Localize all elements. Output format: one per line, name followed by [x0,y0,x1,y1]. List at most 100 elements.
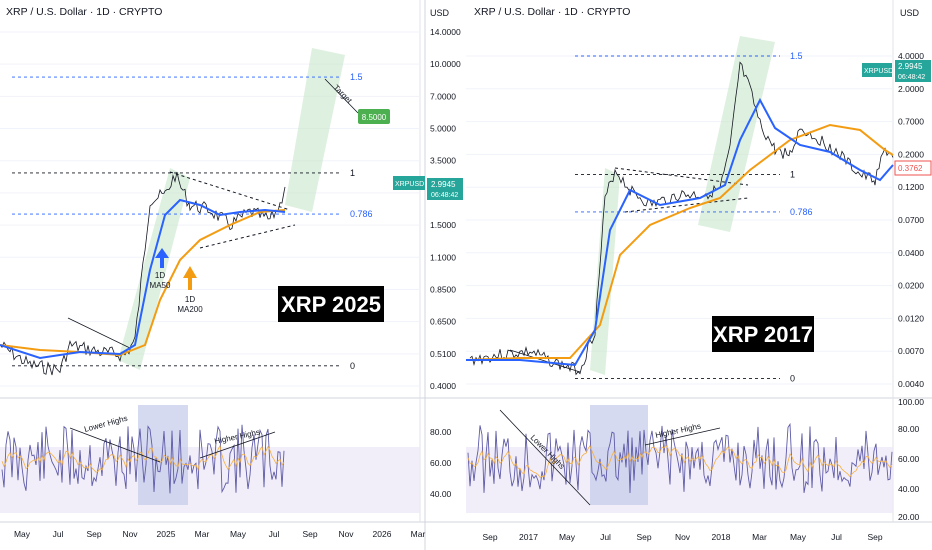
right-ma50-line [466,97,894,367]
right-rsi-y-tick: 20.00 [898,512,920,522]
right-panel: XRP / U.S. Dollar · 1D · CRYPTO USD 4.00… [465,6,932,542]
left-x-tick: 2025 [157,529,176,539]
right-ma200-line [465,123,894,361]
right-chart-title: XRP / U.S. Dollar · 1D · CRYPTO [474,6,630,18]
right-fib-label: 0 [790,373,795,383]
target-value: 8.5000 [362,113,387,122]
right-x-tick: Mar [752,532,767,542]
right-x-tick: 2018 [712,532,731,542]
left-x-tick: Jul [269,529,280,539]
right-y-axis: 4.0000 2.0000 0.7000 0.2000 0.1200 0.0700 0.04… [466,51,924,389]
left-panel: XRP / U.S. Dollar · 1D · CRYPTO USD 14.0… [0,6,463,539]
left-price: 2.9945 [431,180,456,189]
ma200-label-line2: MA200 [177,305,203,314]
right-x-tick: Nov [675,532,691,542]
left-x-tick: Mar [411,529,426,539]
right-y-tick: 4.0000 [898,51,924,61]
target-line [324,78,359,114]
left-bull-channel [118,168,190,370]
left-fib-label: 0.786 [350,209,373,219]
right-y-tick: 0.0070 [898,346,924,356]
left-y-tick: 0.8500 [430,284,456,294]
ma200-label-line1: 1D [185,295,195,304]
left-ma200-line [0,209,286,357]
left-y-axis: 14.000010.00007.00005.00003.50002.10001.… [0,27,461,391]
right-price-line [469,61,894,376]
left-price-line [0,172,286,376]
left-y-tick: 10.0000 [430,59,461,69]
left-y-tick: 0.5100 [430,349,456,359]
right-fib-label: 1 [790,169,795,179]
left-y-tick: 7.0000 [430,91,456,101]
right-x-tick: 2017 [519,532,538,542]
right-y-tick: 0.2000 [898,149,924,159]
left-triangle-upper [169,171,291,211]
right-big-label-box [712,316,814,352]
right-rsi-y-tick: 100.00 [898,397,924,407]
right-y-tick: 0.0200 [898,281,924,291]
right-y-tick: 0.1200 [898,182,924,192]
left-rsi-y-tick: 60.00 [430,458,452,468]
left-prior-trend [67,317,131,349]
right-y-tick: 2.0000 [898,84,924,94]
right-countdown: 06:48:42 [898,74,925,81]
left-projection-channel [285,48,345,212]
right-y-tick: 0.0700 [898,215,924,225]
ma200-arrow [183,266,197,290]
right-bull-channel-1 [590,168,620,375]
right-triangle-lower [624,197,749,213]
left-x-tick: Sep [86,529,101,539]
left-fib-levels: 1.5 1 0.786 0 [12,72,373,371]
left-x-tick: Sep [302,529,317,539]
right-fib-label: 0.786 [790,207,813,217]
left-big-label: XRP 2025 [281,292,381,317]
left-fib-label: 0 [350,361,355,371]
right-price: 2.9945 [898,62,923,71]
right-fib-label: 1.5 [790,51,803,61]
left-big-label-box [278,286,384,322]
right-x-tick: Jul [831,532,842,542]
left-triangle-lower [199,224,296,249]
left-x-tick: Jul [53,529,64,539]
left-y-tick: 14.0000 [430,27,461,37]
ma50-arrow [155,248,169,268]
left-x-tick: Nov [122,529,138,539]
left-fib-label: 1 [350,168,355,178]
right-x-tick: Sep [867,532,882,542]
right-currency-label: USD [900,8,920,18]
left-x-tick: May [14,529,31,539]
right-x-tick: Jul [600,532,611,542]
right-y-tick: 0.7000 [898,117,924,127]
right-x-tick: May [790,532,807,542]
left-rsi-y-tick: 80.00 [430,427,452,437]
right-price-tag: XRPUSD 2.9945 06:48:42 0.3762 [862,60,932,176]
left-y-tick: 5.0000 [430,124,456,134]
right-rsi-y-tick: 60.00 [898,454,920,464]
right-symbol: XRPUSD [864,68,893,75]
right-big-label: XRP 2017 [713,322,813,347]
left-symbol: XRPUSD [395,181,424,188]
ma50-label-line1: 1D [155,271,165,280]
left-y-tick: 0.4000 [430,381,456,391]
left-x-tick: 2026 [373,529,392,539]
right-rsi-y-tick: 80.00 [898,424,920,434]
ma50-label-line2: MA50 [150,281,171,290]
right-bull-channel-2 [698,36,775,232]
left-x-tick: May [230,529,247,539]
right-y-tick: 0.0400 [898,248,924,258]
right-x-tick: Sep [636,532,651,542]
right-y-tick: 0.0120 [898,313,924,323]
left-x-tick: Mar [195,529,210,539]
right-y-tick: 0.0040 [898,379,924,389]
right-prior-trend [509,349,581,373]
left-ma50-line [0,198,286,360]
right-triangle-upper [614,167,749,186]
left-fib-label: 1.5 [350,72,363,82]
right-x-axis: Sep 2017 May Jul Sep Nov 2018 Mar May Jul Sep [482,532,882,542]
left-rsi-lower-highs: Lower Highs [83,414,128,434]
left-y-tick: 3.5000 [430,156,456,166]
left-rsi-y-tick: 40.00 [430,489,452,499]
left-x-tick: Nov [338,529,354,539]
